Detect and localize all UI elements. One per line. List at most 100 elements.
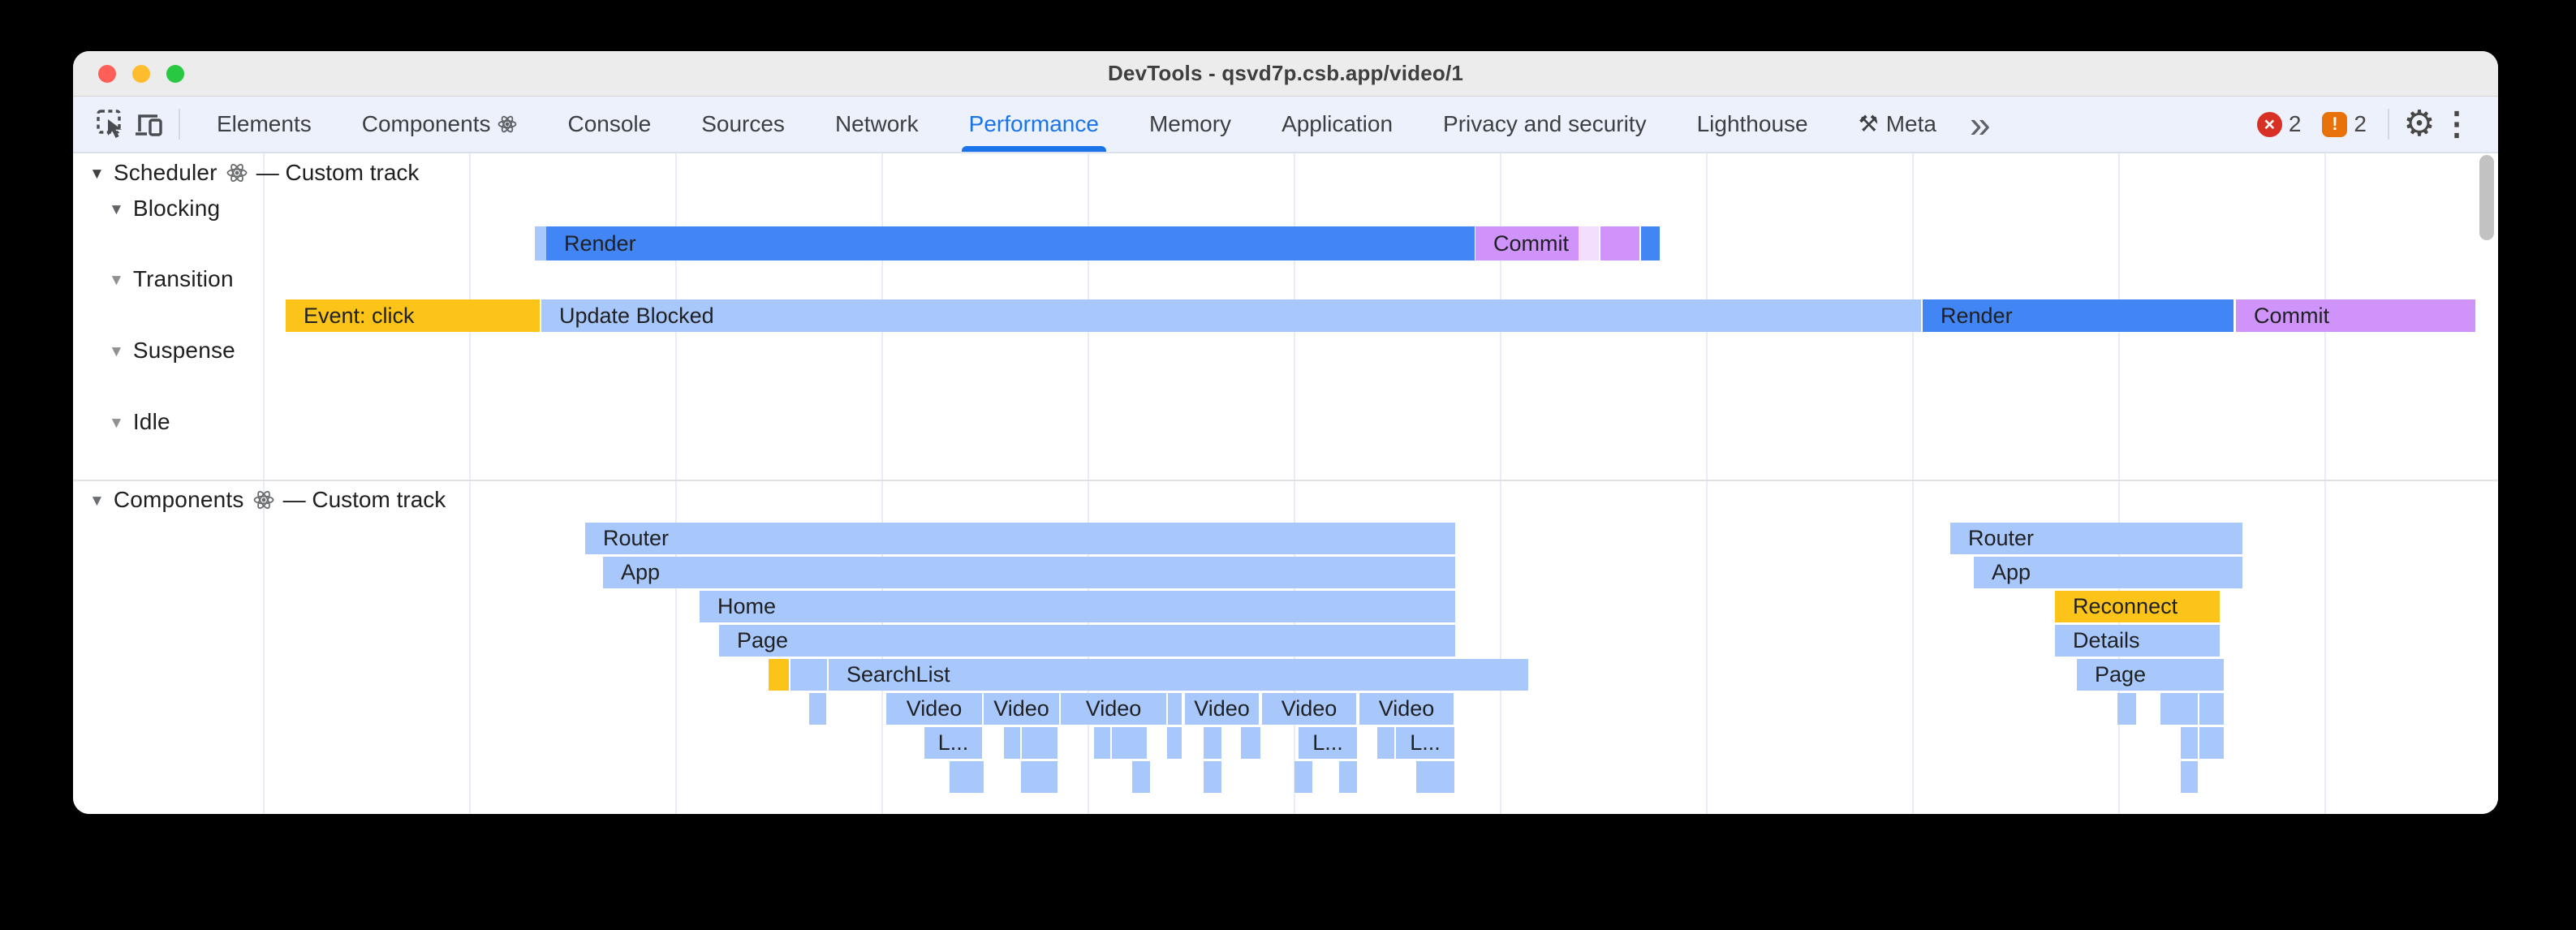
tab-network[interactable]: Network	[810, 97, 944, 152]
flame-bar-segment[interactable]	[790, 659, 827, 691]
flame-bar-segment[interactable]	[1339, 761, 1357, 793]
warning-count: 2	[2354, 111, 2367, 136]
more-tabs-chevron-icon[interactable]: »	[1969, 103, 1991, 145]
track-label-suspense[interactable]: ▼ Suspense	[73, 338, 235, 364]
flame-bar-router[interactable]: Router	[1950, 523, 2242, 554]
toolbar-divider	[2388, 109, 2389, 140]
flame-bar-update-blocked[interactable]: Update Blocked	[541, 299, 1921, 332]
track-label-transition[interactable]: ▼ Transition	[73, 266, 234, 292]
tab-console[interactable]: Console	[542, 97, 676, 152]
flame-bar-segment[interactable]	[1112, 727, 1147, 759]
error-badge[interactable]: × 2	[2256, 111, 2301, 137]
close-button[interactable]	[98, 64, 116, 83]
flame-bar-video[interactable]: Video	[984, 693, 1059, 725]
flame-bar-segment[interactable]	[1416, 761, 1454, 793]
collapse-triangle-icon[interactable]: ▼	[89, 165, 105, 183]
inspect-icon[interactable]	[93, 105, 130, 143]
flame-bar-segment[interactable]	[1022, 727, 1058, 759]
flame-bar-label: Reconnect	[2073, 594, 2178, 618]
flame-bar-home[interactable]: Home	[700, 591, 1455, 622]
flame-bar-label: Details	[2073, 628, 2140, 652]
flame-bar-segment[interactable]	[535, 226, 546, 260]
settings-button[interactable]: ⚙	[2401, 105, 2438, 143]
device-toolbar-icon[interactable]	[130, 105, 167, 143]
zoom-button[interactable]	[166, 64, 184, 83]
flame-bar-video[interactable]: Video	[886, 693, 982, 725]
flame-bar-video[interactable]: Video	[1061, 693, 1166, 725]
flame-bar-segment[interactable]	[1204, 727, 1221, 759]
flame-bar-segment[interactable]	[1641, 226, 1660, 260]
flame-bar-l[interactable]: L...	[1299, 727, 1357, 759]
flame-bar-segment[interactable]	[1132, 761, 1150, 793]
flame-bar-segment[interactable]	[1294, 761, 1312, 793]
flame-bar-segment[interactable]	[2181, 761, 2198, 793]
flame-bar-event-click[interactable]: Event: click	[286, 299, 540, 332]
tab-sources[interactable]: Sources	[676, 97, 810, 152]
flame-bar-segment[interactable]	[769, 659, 789, 691]
flame-bar-commit[interactable]: Commit	[2236, 299, 2475, 332]
collapse-triangle-icon[interactable]: ▼	[109, 414, 124, 432]
flame-bar-router[interactable]: Router	[585, 523, 1455, 554]
track-name: Scheduler	[113, 160, 218, 185]
flame-bar-segment[interactable]	[1377, 727, 1394, 759]
flame-bar-segment[interactable]	[809, 693, 826, 725]
tab-lighthouse[interactable]: Lighthouse	[1672, 97, 1833, 152]
gridline	[2324, 153, 2326, 814]
flame-bar-label: L...	[1410, 730, 1441, 755]
tab-application[interactable]: Application	[1256, 97, 1418, 152]
flame-bar-label: Render	[564, 230, 636, 256]
flame-bar-segment[interactable]	[1204, 761, 1221, 793]
menu-button[interactable]: ⋮	[2438, 105, 2475, 143]
flame-bar-segment[interactable]	[950, 761, 984, 793]
flame-bar-app[interactable]: App	[1974, 557, 2242, 588]
tab-privacy-and-security[interactable]: Privacy and security	[1418, 97, 1672, 152]
collapse-triangle-icon[interactable]: ▼	[109, 271, 124, 289]
track-suffix: — Custom track	[256, 160, 420, 185]
flame-bar-segment[interactable]	[1167, 727, 1182, 759]
tab-performance[interactable]: Performance	[944, 97, 1124, 152]
flame-bar-render[interactable]: Render	[546, 226, 1475, 260]
warning-badge[interactable]: ! 2	[2322, 111, 2367, 137]
collapse-triangle-icon[interactable]: ▼	[109, 200, 124, 218]
flame-bar-segment[interactable]	[1004, 727, 1020, 759]
flame-bar-video[interactable]: Video	[1359, 693, 1454, 725]
tab-components[interactable]: Components	[337, 97, 543, 152]
flame-bar-segment[interactable]	[2160, 693, 2198, 725]
flame-bar-segment[interactable]	[2181, 727, 2198, 759]
track-label-scheduler[interactable]: ▼ Scheduler — Custom track	[73, 160, 419, 186]
flame-bar-video[interactable]: Video	[1262, 693, 1356, 725]
flame-bar-segment[interactable]	[1600, 226, 1639, 260]
track-label-components[interactable]: ▼ Components — Custom track	[73, 487, 446, 513]
collapse-triangle-icon[interactable]: ▼	[109, 342, 124, 360]
flame-bar-segment[interactable]	[1168, 693, 1182, 725]
flame-bar-page[interactable]: Page	[719, 625, 1455, 657]
flame-bar-page[interactable]: Page	[2077, 659, 2224, 691]
tab-meta[interactable]: ⚒ Meta	[1833, 97, 1962, 152]
track-label-blocking[interactable]: ▼ Blocking	[73, 196, 220, 222]
flame-bar-searchlist[interactable]: SearchList	[829, 659, 1528, 691]
flame-bar-segment[interactable]	[1579, 226, 1599, 260]
flame-bar-segment[interactable]	[2199, 693, 2224, 725]
flame-bar-commit[interactable]: Commit	[1475, 226, 1579, 260]
flame-bar-label: Video	[1378, 696, 1435, 721]
flame-bar-segment[interactable]	[2117, 693, 2136, 725]
flame-bar-reconnect[interactable]: Reconnect	[2055, 591, 2220, 622]
tab-elements[interactable]: Elements	[192, 97, 337, 152]
flame-bar-video[interactable]: Video	[1185, 693, 1259, 725]
minimize-button[interactable]	[132, 64, 150, 83]
tab-label: Application	[1282, 111, 1394, 136]
flame-bar-l[interactable]: L...	[1396, 727, 1454, 759]
scrollbar-thumb[interactable]	[2479, 155, 2494, 240]
flame-bar-segment[interactable]	[1021, 761, 1058, 793]
collapse-triangle-icon[interactable]: ▼	[89, 492, 105, 510]
flame-bar-segment[interactable]	[1094, 727, 1110, 759]
flame-bar-l[interactable]: L...	[924, 727, 982, 759]
flame-bar-render[interactable]: Render	[1923, 299, 2234, 332]
track-label-idle[interactable]: ▼ Idle	[73, 409, 170, 435]
flame-bar-details[interactable]: Details	[2055, 625, 2220, 657]
flame-bar-segment[interactable]	[2199, 727, 2224, 759]
tab-memory[interactable]: Memory	[1124, 97, 1256, 152]
flame-bar-segment[interactable]	[1241, 727, 1260, 759]
flame-bar-app[interactable]: App	[603, 557, 1455, 588]
